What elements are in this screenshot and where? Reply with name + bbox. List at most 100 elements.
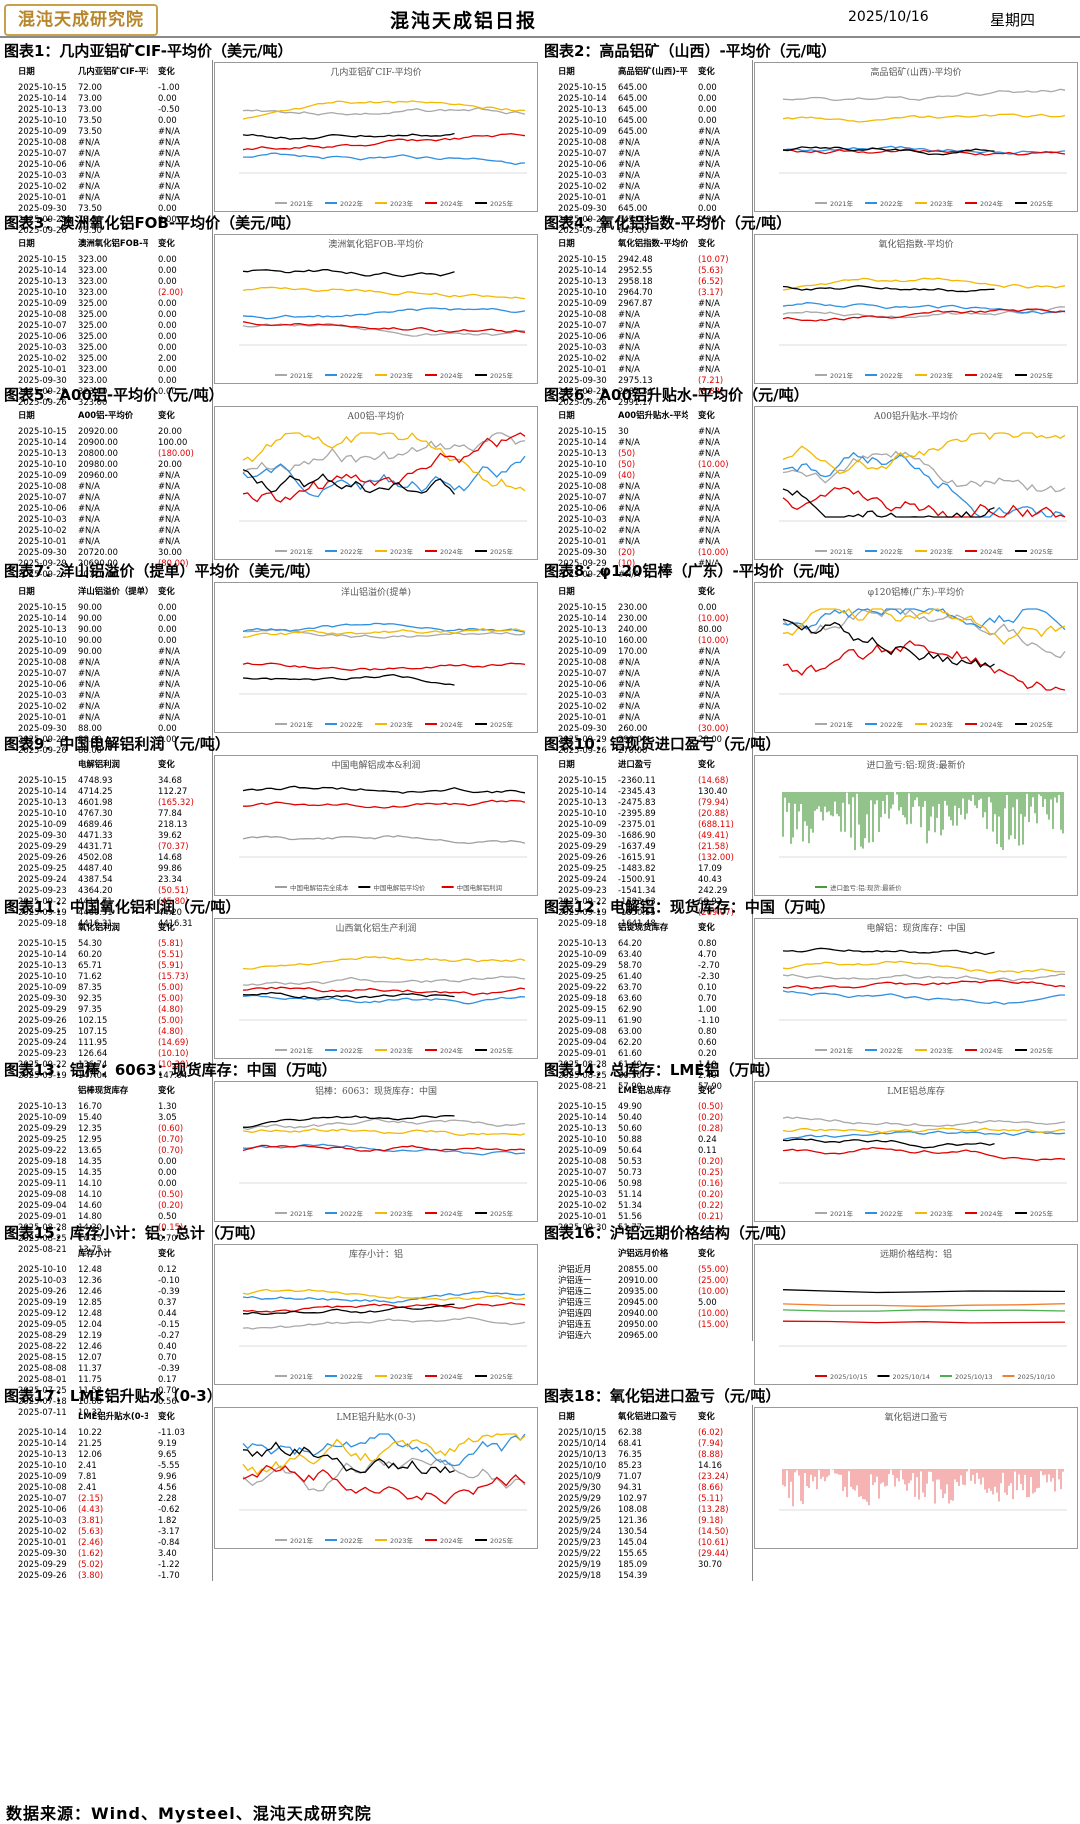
table-row: 2025/9/18 154.39 bbox=[540, 1570, 752, 1581]
table-row: 2025-09-26 #N/A bbox=[540, 569, 752, 580]
table-row: 2025-09-08 14.10 (0.50) bbox=[0, 1189, 212, 1200]
table-row: 2025-10-14 90.00 0.00 bbox=[0, 613, 212, 624]
table-cell: 14.45 bbox=[78, 1233, 102, 1243]
table-cell: 2025-09-11 bbox=[558, 1015, 607, 1025]
legend-label: 2022年 bbox=[340, 1046, 364, 1055]
chart-svg: 电解铝：现货库存：中国 2021年 2022年 2023年 2024年 2025年 bbox=[779, 922, 1067, 1055]
table-row: 2025-09-25 107.15 (4.80) bbox=[0, 1026, 212, 1037]
table-cell: 12.07 bbox=[78, 1352, 102, 1362]
chart-svg: φ120铝棒(广东)-平均价 2021年 2022年 2023年 2024年 2025年 bbox=[779, 586, 1067, 729]
legend-label: 进口盈亏:铝:现货:最新价 bbox=[830, 883, 902, 892]
table-row: 2025-10-08 #N/A #N/A bbox=[0, 657, 212, 668]
table-cell: (0.20) bbox=[698, 1112, 724, 1122]
series-line bbox=[242, 100, 526, 120]
table-cell: 2025-10-09 bbox=[18, 1471, 67, 1481]
table-cell: 50.40 bbox=[618, 1112, 642, 1122]
table-row: 沪铝连四 20940.00 (10.00) bbox=[540, 1308, 752, 1319]
table-header: LME铝升贴水(0-3) 变化 bbox=[0, 1405, 212, 1427]
table-row: 2025-10-10 160.00 (10.00) bbox=[540, 635, 752, 646]
series-line bbox=[782, 960, 1065, 974]
table-cell: 323.00 bbox=[78, 287, 108, 297]
table-row: 2025-09-19 12.85 0.37 bbox=[0, 1297, 212, 1308]
series-line bbox=[242, 1464, 526, 1505]
table-cell: 2025-10-08 bbox=[558, 481, 607, 491]
table-row: 2025-10-15 323.00 0.00 bbox=[0, 254, 212, 265]
table-cell: (10.61) bbox=[698, 1537, 729, 1547]
table-row: 2025-10-06 #N/A #N/A bbox=[0, 679, 212, 690]
table-cell: 2025-10-08 bbox=[18, 481, 67, 491]
table-cell: 12.48 bbox=[78, 1308, 102, 1318]
table-cell: 0.00 bbox=[698, 214, 717, 224]
chart-area: 氧化铝进口盈亏 bbox=[754, 1407, 1078, 1549]
series-line bbox=[243, 152, 526, 166]
table-cell: #N/A bbox=[618, 668, 640, 678]
table-cell: 2025-09-30 bbox=[558, 1222, 607, 1232]
table-cell: -1615.91 bbox=[618, 852, 656, 862]
table-cell: 2025-10-09 bbox=[18, 982, 67, 992]
table-row: 2025-10-02 51.34 (0.22) bbox=[540, 1200, 752, 1211]
table-cell: #N/A bbox=[698, 712, 720, 722]
table-header: 电解铝利润 变化 bbox=[0, 753, 212, 775]
table-cell: 645.00 bbox=[618, 203, 648, 213]
legend-label: 2025年 bbox=[490, 720, 514, 729]
table-row: 2025-09-19 4460.51 44.20 bbox=[0, 907, 212, 918]
table-row: 2025-10-03 #N/A #N/A bbox=[0, 514, 212, 525]
table-cell: 2025/9/29 bbox=[558, 1493, 601, 1503]
legend-label: 2025年 bbox=[490, 1209, 514, 1218]
chart-title: φ120铝棒(广东)-平均价 bbox=[868, 586, 965, 598]
series-line bbox=[242, 269, 455, 278]
legend-label: 2023年 bbox=[930, 547, 954, 556]
table-cell: #N/A bbox=[78, 148, 100, 158]
table-cell: -0.84 bbox=[158, 1537, 180, 1547]
table-cell: 17.09 bbox=[698, 863, 722, 873]
table-header: 沪铝远月价格 变化 bbox=[540, 1242, 752, 1264]
table-row: 2025-09-26 4502.08 14.68 bbox=[0, 852, 212, 863]
table-cell: 44.20 bbox=[158, 907, 182, 917]
table-cell: 2025-09-29 bbox=[18, 1004, 67, 1014]
table-cell: 20980.00 bbox=[78, 459, 118, 469]
table-cell: #N/A bbox=[618, 192, 640, 202]
chart-area: 远期价格结构：铝 2025/10/15 2025/10/14 2025/10/13 20… bbox=[754, 1244, 1078, 1385]
table-cell: 2025-10-13 bbox=[558, 938, 607, 948]
table-cell: 2025-09-30 bbox=[18, 830, 67, 840]
table-cell: 4487.40 bbox=[78, 863, 113, 873]
table-row: 2025/10/14 68.41 (7.94) bbox=[540, 1438, 752, 1449]
chart-title: 氧化铝指数-平均价 bbox=[878, 238, 953, 250]
table-cell: 2025-10-08 bbox=[558, 309, 607, 319]
legend-label: 2021年 bbox=[290, 199, 314, 208]
table-cell: 2025-10-01 bbox=[558, 192, 607, 202]
legend-label: 2021年 bbox=[290, 547, 314, 556]
table-cell: 20.00 bbox=[158, 459, 182, 469]
table-cell: 2025-09-29 bbox=[18, 1559, 67, 1569]
table-cell: 2967.87 bbox=[618, 298, 653, 308]
table-cell: 2025-10-13 bbox=[558, 1123, 607, 1133]
table-cell: 2025-09-18 bbox=[18, 918, 67, 928]
table-cell: 2025-10-10 bbox=[18, 635, 67, 645]
table-cell: 2025-10-03 bbox=[558, 1189, 607, 1199]
series-line bbox=[242, 107, 526, 116]
table-cell: 2025-09-18 bbox=[558, 993, 607, 1003]
table-cell: 61.60 bbox=[618, 1048, 642, 1058]
table-cell: 60.30 bbox=[618, 1070, 642, 1080]
table-cell: 2025-09-25 bbox=[18, 1134, 67, 1144]
table-cell: #N/A bbox=[618, 148, 640, 158]
table-row: 2025-09-29 323.00 0.00 bbox=[0, 386, 212, 397]
panel-title: 图表2：高品铝矿（山西）-平均价（元/吨） bbox=[544, 42, 837, 60]
table-cell bbox=[688, 1330, 752, 1341]
series-line bbox=[242, 432, 526, 503]
table-row: 2025-10-10 73.50 0.00 bbox=[0, 115, 212, 126]
series-line bbox=[782, 979, 1066, 990]
table-row: 2025-10-13 645.00 0.00 bbox=[540, 104, 752, 115]
table-cell: 92.35 bbox=[78, 993, 102, 1003]
table-row: 2025-10-15 72.00 -1.00 bbox=[0, 82, 212, 93]
legend-label: 2021年 bbox=[290, 720, 314, 729]
chart-svg: 远期价格结构：铝 2025/10/15 2025/10/14 2025/10/13 20… bbox=[779, 1248, 1067, 1381]
table-cell: (10.00) bbox=[698, 459, 729, 469]
table-row: 2025-10-08 #N/A #N/A bbox=[540, 137, 752, 148]
chart-panel-15: 图表15：库存小计：铝：总计（万吨） 库存小计 变化 2025-10-10 12.48 0… bbox=[0, 1222, 540, 1418]
table-row: 2025-09-26 12.46 -0.39 bbox=[0, 1286, 212, 1297]
table-row: 2025-10-09 2967.87 #N/A bbox=[540, 298, 752, 309]
